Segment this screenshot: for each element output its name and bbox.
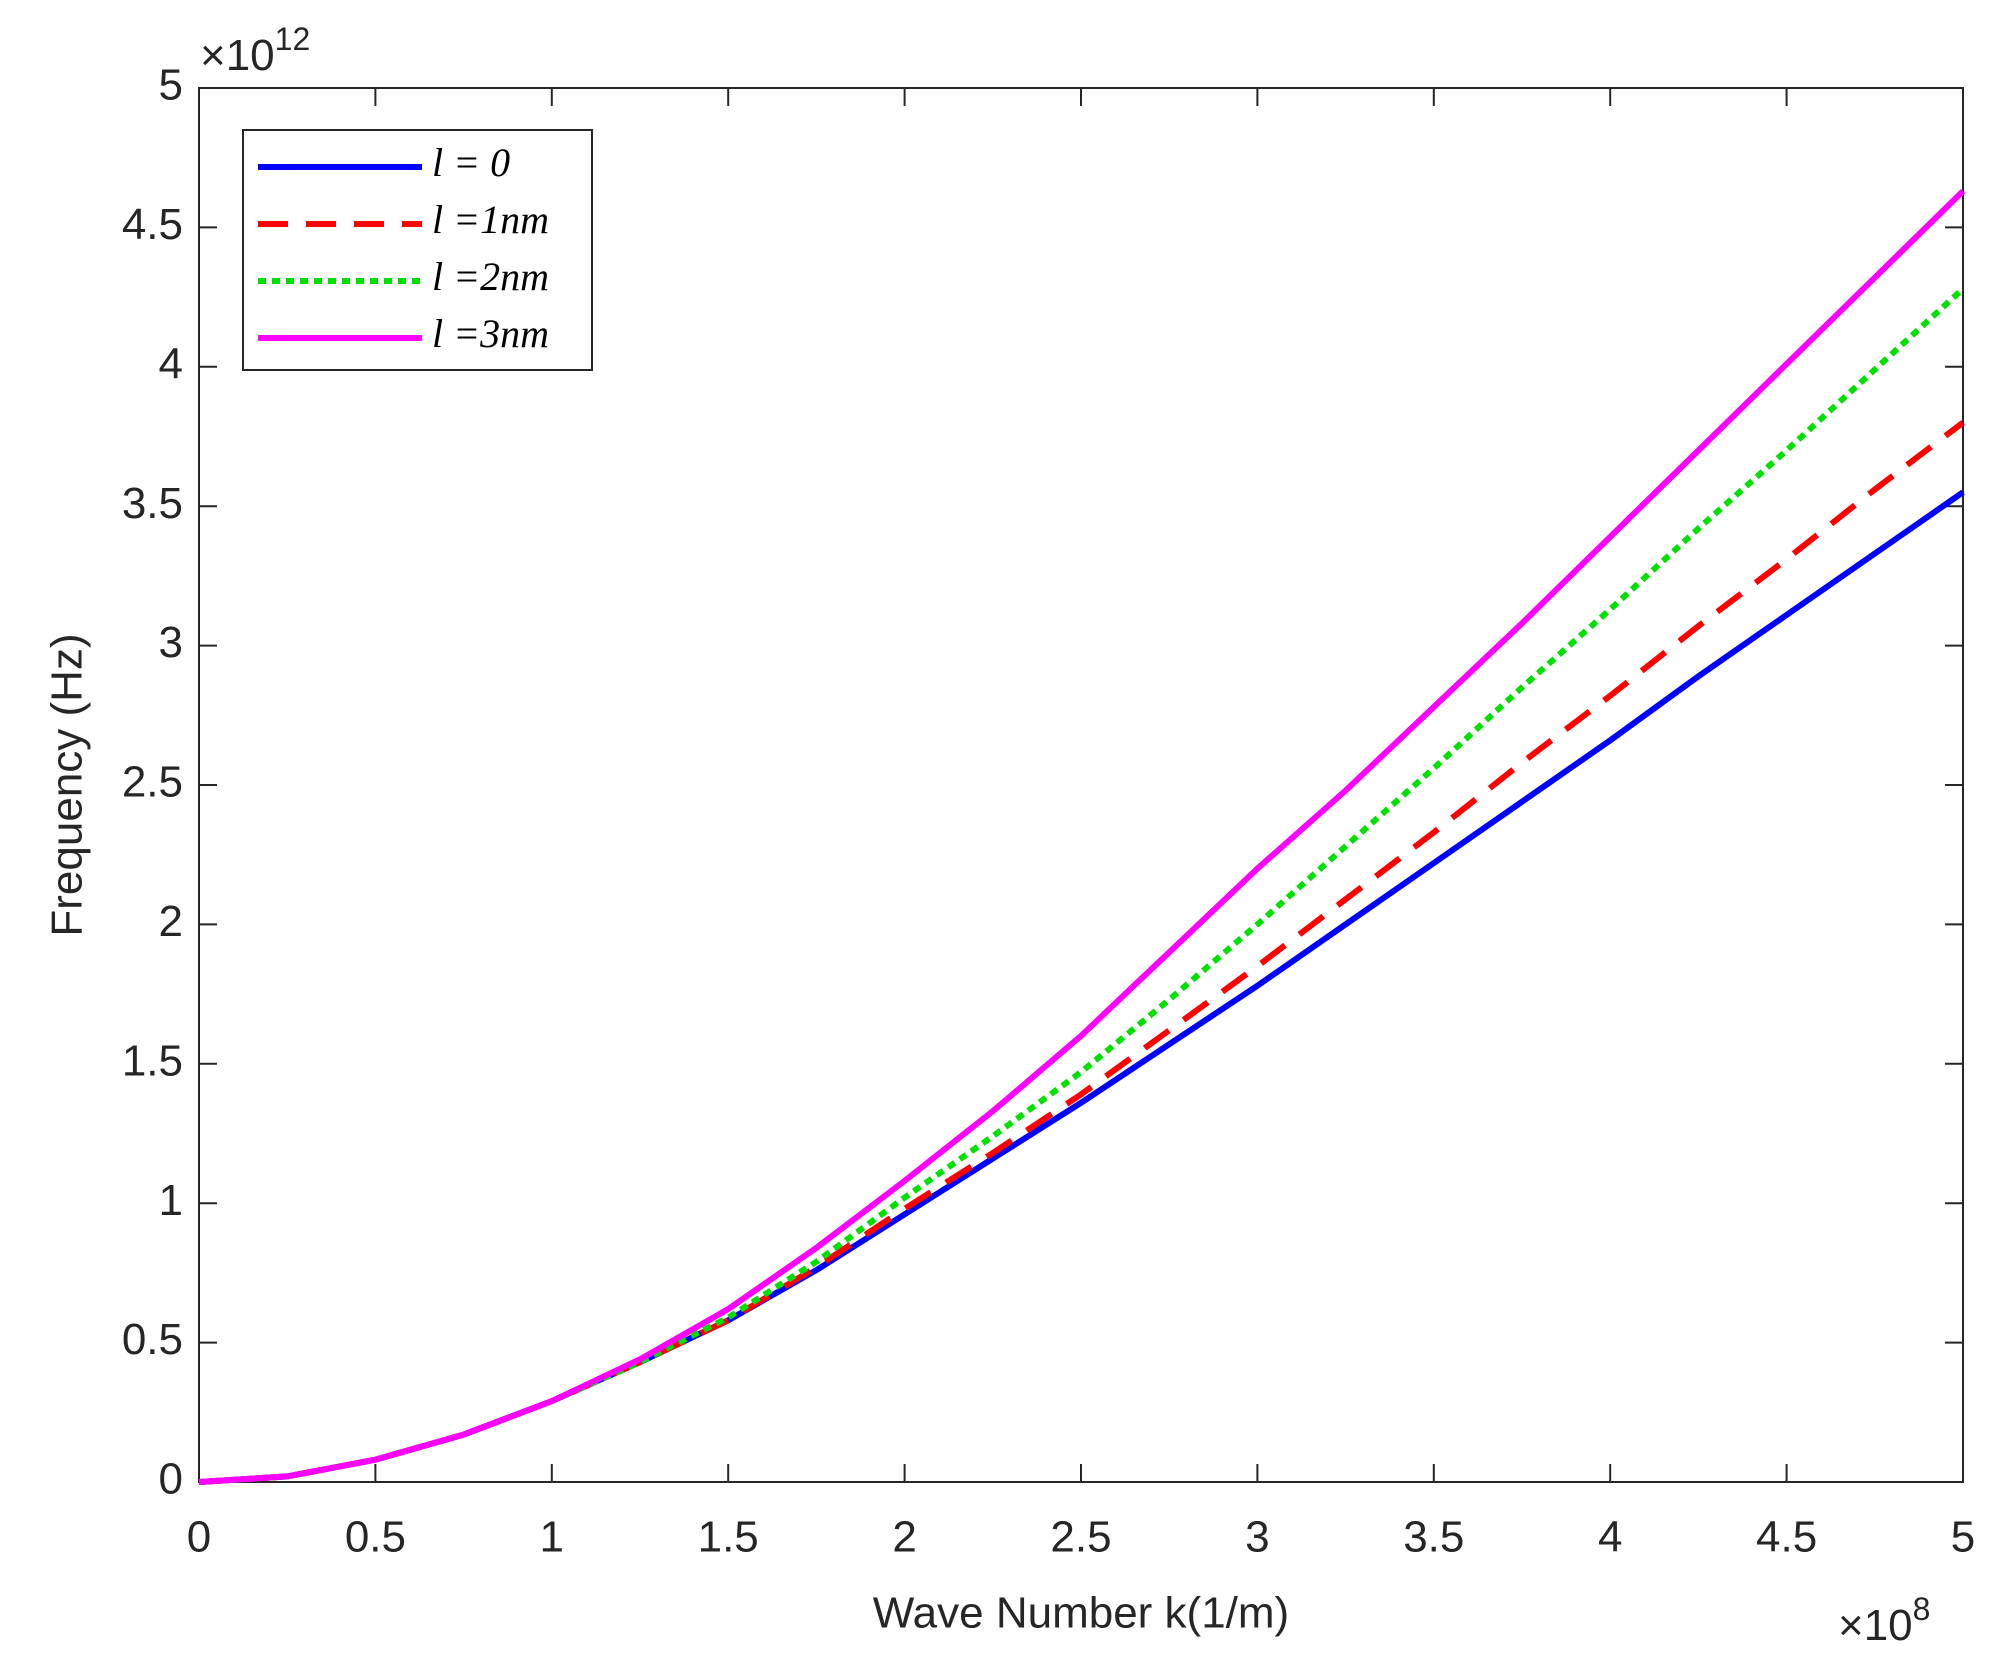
x-tick-label: 1 bbox=[540, 1513, 564, 1562]
y-tick-label: 1.5 bbox=[122, 1036, 183, 1085]
y-tick-label: 4 bbox=[159, 339, 183, 388]
line-series bbox=[198, 189, 1966, 1485]
y-tick-label: 0 bbox=[159, 1455, 183, 1504]
y-multiplier: ×1012 bbox=[200, 21, 310, 79]
y-tick-label: 3 bbox=[159, 618, 183, 667]
y-tick-label: 3.5 bbox=[122, 479, 183, 528]
y-axis-label: Frequency (Hz) bbox=[43, 633, 92, 936]
x-tick-label: 4 bbox=[1598, 1513, 1622, 1562]
legend-label: l =1nm bbox=[432, 197, 549, 242]
legend: l = 0 l =1nm l =2nm l =3nm bbox=[242, 129, 593, 371]
x-multiplier-power: 8 bbox=[1913, 1591, 1931, 1627]
x-axis-label: Wave Number k(1/m) bbox=[873, 1589, 1289, 1638]
y-tick-label: 2.5 bbox=[122, 758, 183, 807]
x-tick-label: 0.5 bbox=[345, 1513, 406, 1562]
y-tick-label: 4.5 bbox=[122, 200, 183, 249]
legend-label: l = 0 bbox=[432, 140, 510, 185]
legend-label: l =3nm bbox=[432, 311, 549, 356]
x-tick-label: 3 bbox=[1245, 1513, 1269, 1562]
x-tick-label: 2.5 bbox=[1050, 1513, 1111, 1562]
x-multiplier: ×108 bbox=[1838, 1591, 1930, 1649]
y-multiplier-power: 12 bbox=[275, 21, 311, 57]
x-tick-label: 2 bbox=[892, 1513, 916, 1562]
y-tick-label: 1 bbox=[159, 1176, 183, 1225]
y-tick-label: 0.5 bbox=[122, 1315, 183, 1364]
y-tick-label: 5 bbox=[159, 61, 183, 110]
x-multiplier-base: ×10 bbox=[1838, 1601, 1913, 1650]
x-tick-label: 5 bbox=[1951, 1513, 1975, 1562]
legend-label: l =2nm bbox=[432, 254, 549, 299]
x-tick-label: 3.5 bbox=[1403, 1513, 1464, 1562]
y-multiplier-base: ×10 bbox=[200, 31, 275, 80]
x-tick-label: 4.5 bbox=[1756, 1513, 1817, 1562]
x-tick-label: 0 bbox=[187, 1513, 211, 1562]
x-tick-label: 1.5 bbox=[698, 1513, 759, 1562]
y-tick-label: 2 bbox=[159, 897, 183, 946]
